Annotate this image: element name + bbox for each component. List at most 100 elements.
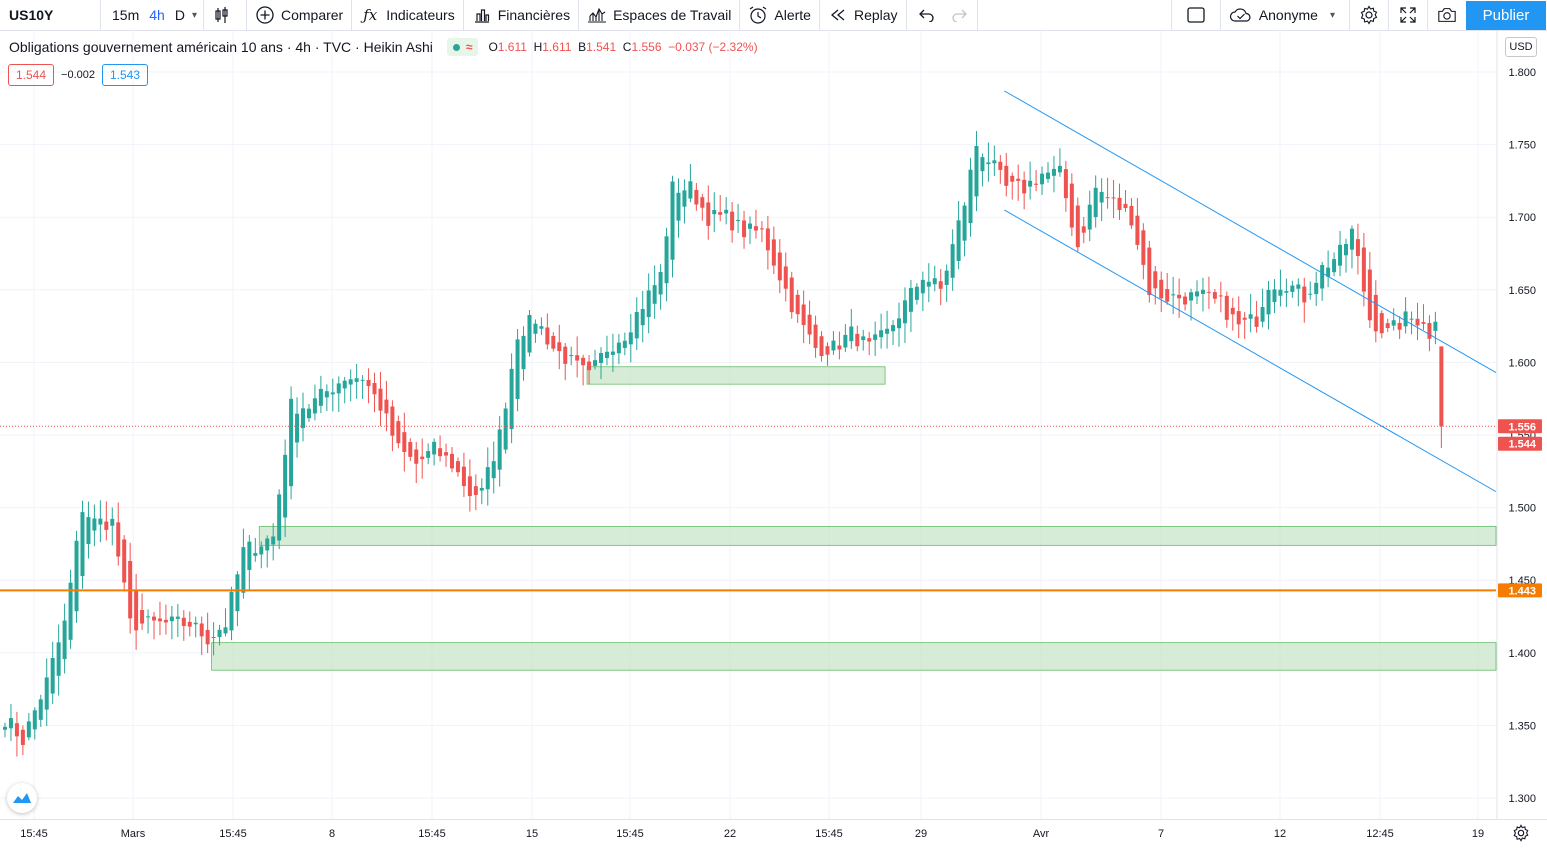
candle-body <box>879 330 884 338</box>
toolbar-divider <box>1427 0 1428 31</box>
redo-icon <box>949 5 969 25</box>
candle-body <box>885 328 890 334</box>
candle-body <box>455 461 460 473</box>
candle-body <box>1081 226 1086 233</box>
redo-button[interactable] <box>943 0 977 31</box>
support-zone[interactable] <box>586 366 886 385</box>
candle-body <box>1296 284 1301 289</box>
toolbar-divider <box>578 0 580 31</box>
settings-button[interactable] <box>1350 0 1388 31</box>
candle-body <box>283 454 288 518</box>
x-tick-label: 15:45 <box>219 828 247 840</box>
candle-body <box>181 617 186 626</box>
candle-body <box>1320 264 1325 289</box>
support-zone[interactable] <box>258 526 1497 546</box>
ask-button[interactable]: 1.543 <box>101 64 149 86</box>
candle-body <box>1284 291 1289 293</box>
y-tick-label: 1.750 <box>1508 140 1536 152</box>
interval-4h[interactable]: 4h <box>149 7 165 23</box>
logo-icon <box>13 793 31 803</box>
replay-button[interactable]: Replay <box>820 0 906 31</box>
time-axis[interactable]: 15:45 Mars 15:45 8 15:45 15 15:45 22 15:45 29 Avr 7… <box>0 819 1547 841</box>
price-label-bg <box>1498 583 1542 598</box>
candle-body <box>116 522 121 557</box>
candle-body <box>593 360 598 366</box>
bar-style-button[interactable] <box>204 0 246 31</box>
publish-button[interactable]: Publier <box>1466 0 1546 30</box>
candle-body <box>604 351 609 359</box>
candle-body <box>610 351 615 355</box>
candle-body <box>974 145 979 197</box>
workspaces-label: Espaces de Travail <box>613 7 732 23</box>
candle-body <box>616 342 621 354</box>
candle-body <box>193 622 198 625</box>
candle-body <box>1344 243 1348 256</box>
interval-d[interactable]: D <box>174 7 185 23</box>
candle-body <box>38 699 43 720</box>
alert-button[interactable]: Alerte <box>740 0 819 31</box>
market-status[interactable]: ≈ <box>446 38 479 56</box>
candle-body <box>1093 187 1098 218</box>
series-title[interactable]: Obligations gouvernement américain 10 an… <box>9 39 433 55</box>
currency-button[interactable]: USD <box>1505 37 1537 57</box>
candle-body <box>229 591 234 631</box>
chart-legend: Obligations gouvernement américain 10 an… <box>9 38 758 56</box>
candle-body <box>825 346 830 355</box>
candle-body <box>450 453 454 469</box>
candle-body <box>301 408 305 429</box>
channel-line[interactable] <box>1004 90 1497 373</box>
candle-body <box>56 642 61 676</box>
bid-button[interactable]: 1.544 <box>8 64 55 86</box>
candle-body <box>1403 311 1408 327</box>
undo-button[interactable] <box>907 0 943 31</box>
candle-body <box>140 610 145 624</box>
candle-body <box>1123 203 1128 208</box>
candle-body <box>843 334 848 348</box>
candle-body <box>932 278 937 285</box>
candle-body <box>527 315 532 353</box>
candle-body <box>813 324 818 348</box>
candle-body <box>134 589 139 631</box>
candle-body <box>110 518 115 526</box>
candle-body <box>1004 165 1009 186</box>
y-tick-label: 1.600 <box>1508 357 1536 369</box>
candle-body <box>1189 292 1194 301</box>
financials-button[interactable]: Financières <box>464 0 578 31</box>
y-tick-label: 1.650 <box>1508 285 1536 297</box>
candle-body <box>855 333 860 347</box>
tradingview-logo[interactable] <box>7 783 37 813</box>
snapshot-button[interactable] <box>1428 0 1466 31</box>
candle-body <box>1308 293 1313 295</box>
candle-body <box>1057 165 1062 173</box>
alarm-icon <box>748 5 768 25</box>
candle-body <box>748 223 752 229</box>
price-label-bg <box>1498 419 1542 434</box>
gear-icon[interactable] <box>1512 824 1530 842</box>
toolbar-divider <box>100 0 101 31</box>
layout-button[interactable] <box>1172 0 1220 31</box>
symbol-search[interactable]: US10Y <box>9 7 54 23</box>
candle-body <box>26 721 31 738</box>
candle-body <box>1099 191 1104 203</box>
candle-body <box>670 181 675 260</box>
y-tick-label: 1.350 <box>1508 720 1536 732</box>
candle-body <box>1415 318 1420 326</box>
workspaces-button[interactable]: Espaces de Travail <box>579 0 739 31</box>
gear-icon <box>1359 5 1379 25</box>
indicators-button[interactable]: ƒx Indicateurs <box>352 0 462 31</box>
chevron-down-icon[interactable]: ▾ <box>191 9 197 21</box>
candle-body <box>444 452 449 456</box>
compare-button[interactable]: Comparer <box>247 0 351 31</box>
support-zone[interactable] <box>211 642 1497 671</box>
candle-body <box>223 627 228 634</box>
candle-body <box>1391 320 1396 326</box>
x-tick-label: 15 <box>526 828 538 840</box>
user-button[interactable]: Anonyme ▾ <box>1221 0 1349 31</box>
channel-line[interactable] <box>1004 209 1497 493</box>
interval-15m[interactable]: 15m <box>112 7 140 23</box>
candle-body <box>330 392 335 395</box>
fullscreen-button[interactable] <box>1389 0 1427 31</box>
candle-body <box>682 190 687 207</box>
candle-body <box>62 620 67 660</box>
